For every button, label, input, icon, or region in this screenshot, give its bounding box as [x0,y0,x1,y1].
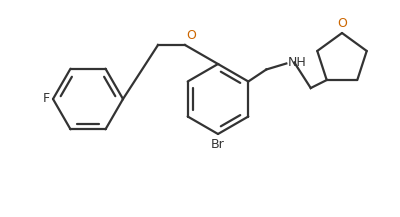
Text: O: O [186,29,196,42]
Text: NH: NH [287,56,306,69]
Text: O: O [337,17,347,30]
Text: Br: Br [211,138,225,151]
Text: F: F [43,92,50,105]
